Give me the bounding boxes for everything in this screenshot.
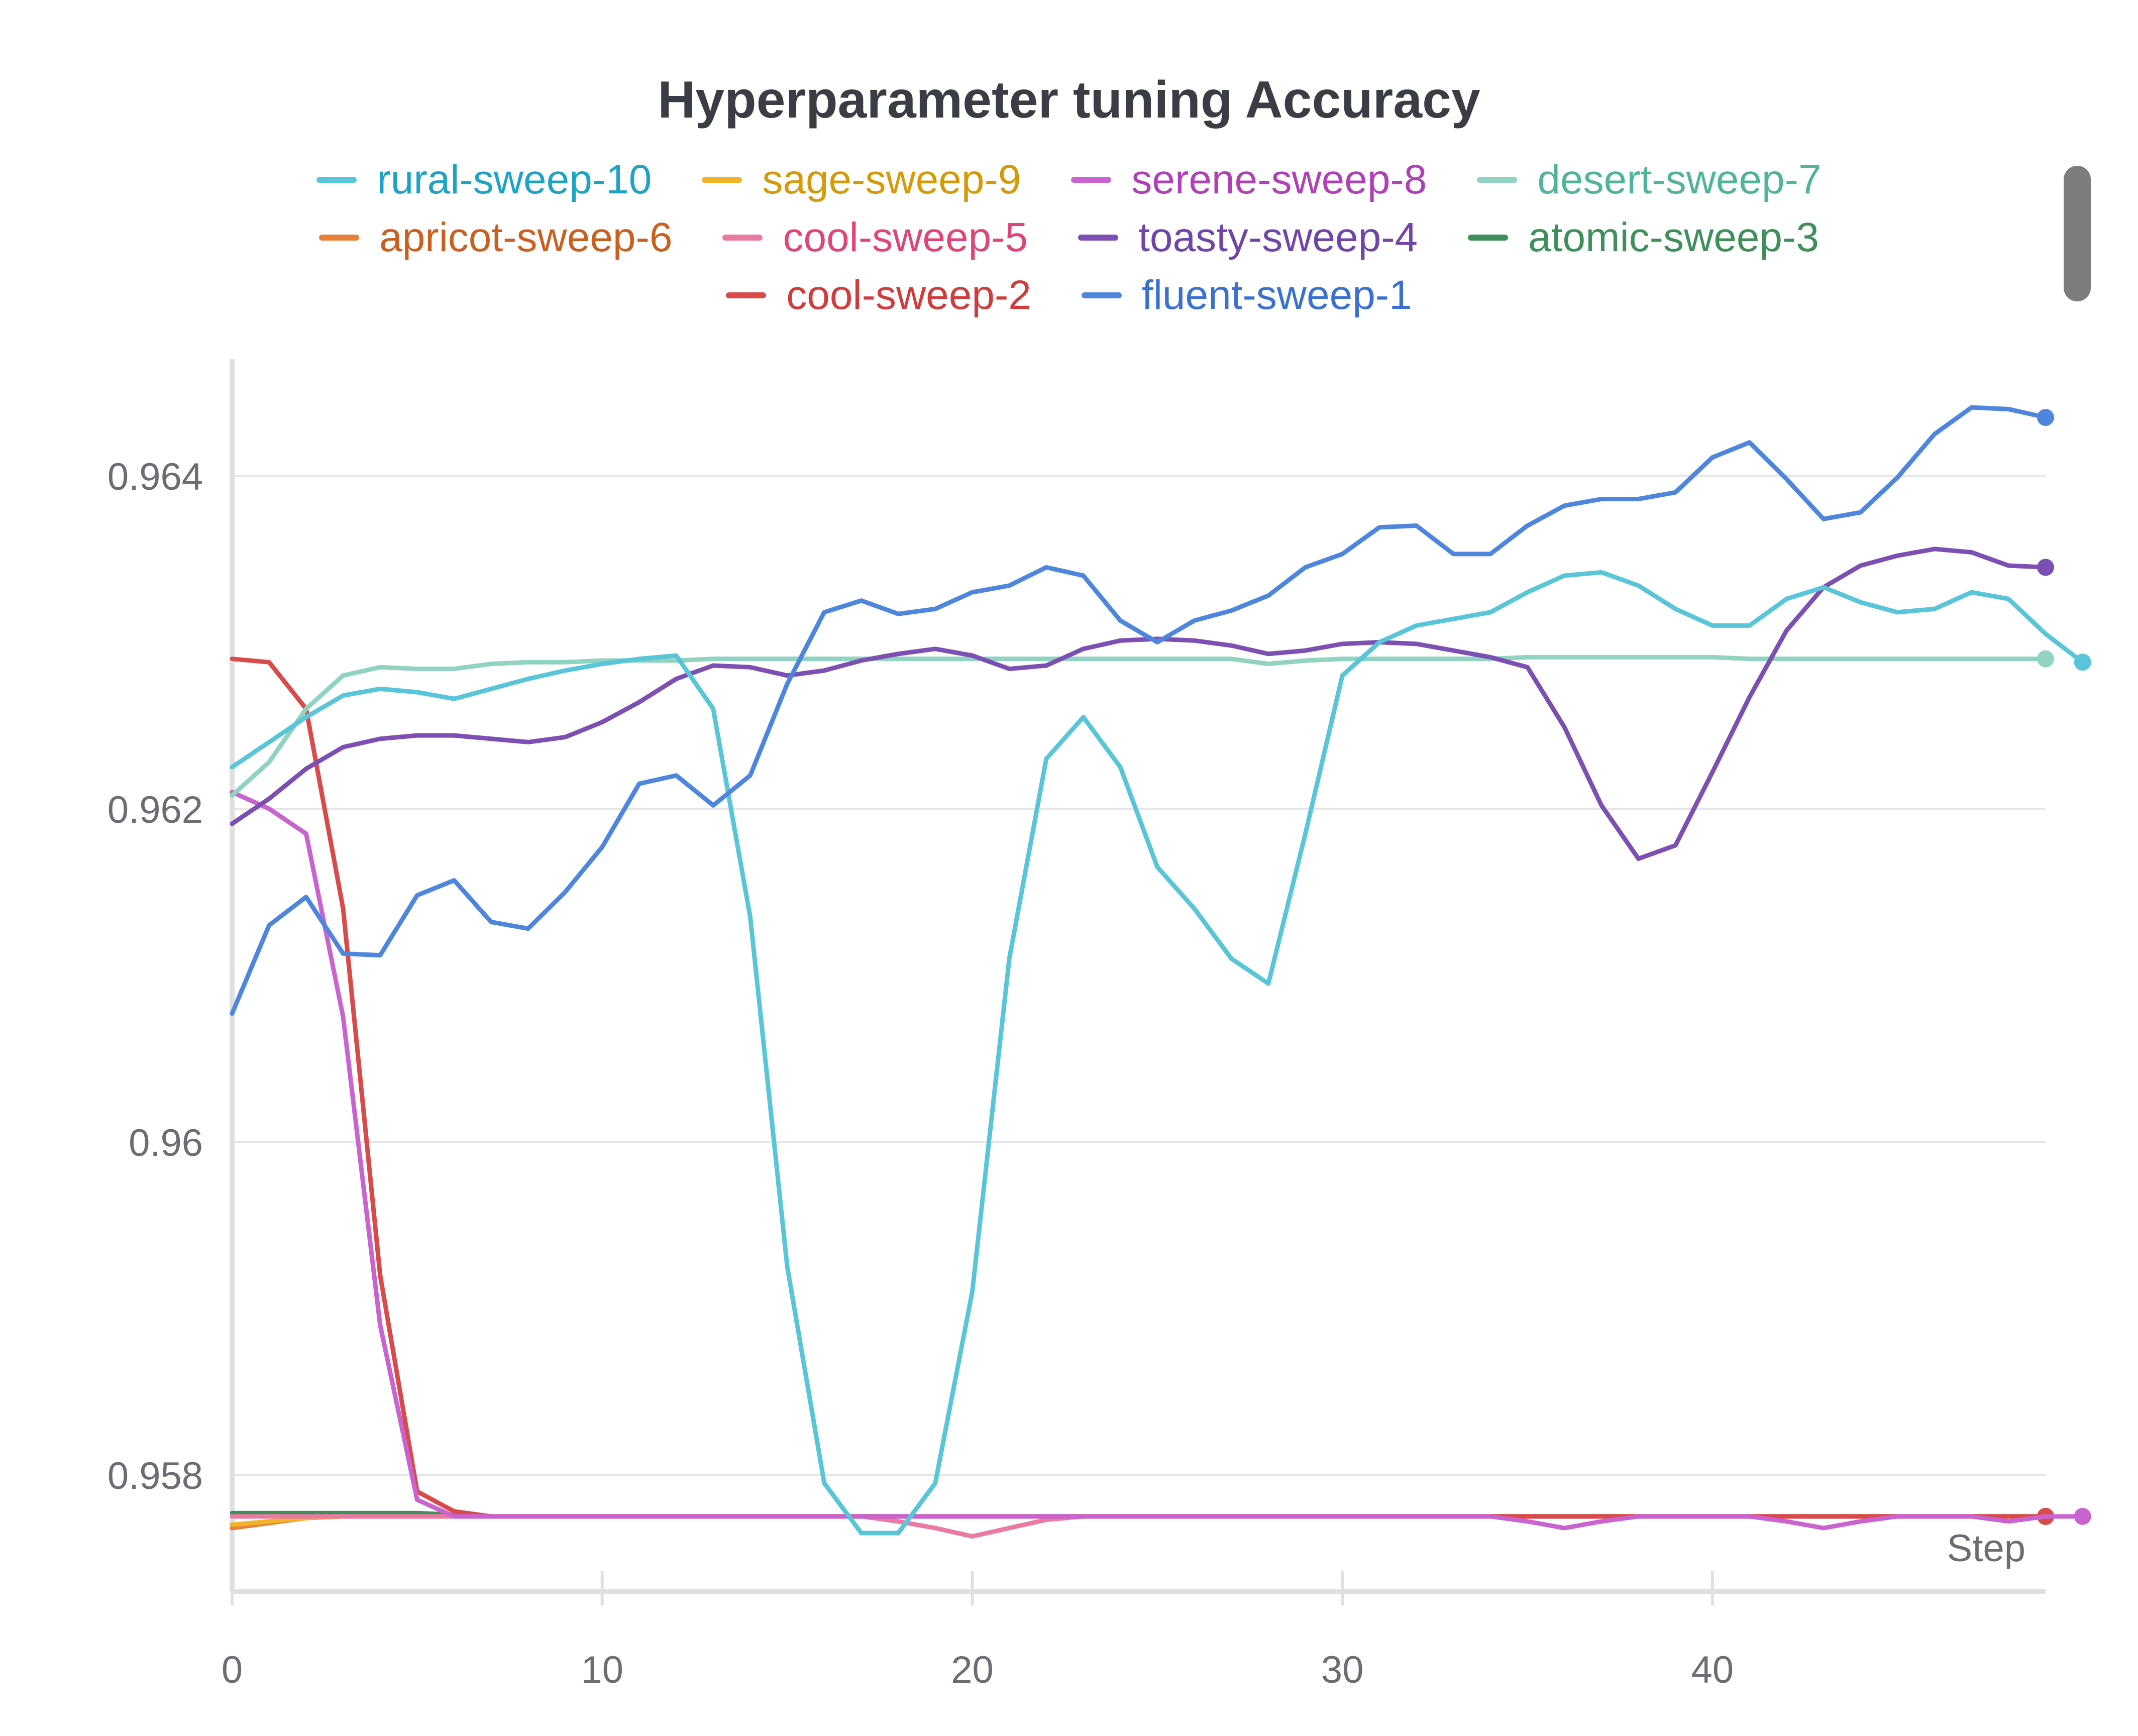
legend-item[interactable]: desert-sweep-7 (1477, 156, 1822, 203)
series-line-rural-sweep-10 (230, 570, 2085, 1536)
legend-row: cool-sweep-2 fluent-sweep-1 (0, 266, 2138, 324)
legend-swatch (1078, 234, 1119, 241)
legend-item[interactable]: toasty-sweep-4 (1078, 214, 1418, 261)
series-raw-desert-sweep-7 (231, 655, 2046, 797)
legend-label: apricot-sweep-6 (379, 214, 673, 260)
legend-label: toasty-sweep-4 (1138, 214, 1418, 260)
series-endpoint-toasty-sweep-4 (2037, 559, 2054, 576)
legend-row: rural-sweep-10 sage-sweep-9 serene-sweep-8… (0, 151, 2138, 208)
legend-item[interactable]: rural-sweep-10 (316, 156, 652, 203)
legend-swatch (1081, 292, 1122, 298)
x-axis-label: Step (1947, 1527, 2025, 1570)
y-tick-label: 0.958 (108, 1455, 203, 1497)
series-raw-rural-sweep-10 (231, 570, 2084, 1535)
legend-item[interactable]: fluent-sweep-1 (1081, 272, 1412, 319)
legend-item[interactable]: atomic-sweep-3 (1468, 214, 1819, 261)
legend: rural-sweep-10 sage-sweep-9 serene-sweep-8… (0, 151, 2138, 324)
series-line-toasty-sweep-4 (230, 547, 2048, 861)
legend-row: apricot-sweep-6 cool-sweep-5 toasty-sweep-… (0, 208, 2138, 266)
series-line-fluent-sweep-1 (230, 405, 2048, 1016)
legend-item[interactable]: apricot-sweep-6 (319, 214, 672, 261)
legend-label: cool-sweep-5 (783, 214, 1028, 260)
series-endpoint-serene-sweep-8 (2074, 1507, 2091, 1525)
legend-swatch (722, 234, 763, 241)
legend-label: fluent-sweep-1 (1141, 272, 1412, 318)
legend-swatch (1468, 234, 1509, 241)
legend-label: atomic-sweep-3 (1528, 214, 1819, 260)
legend-label: desert-sweep-7 (1537, 156, 1822, 202)
x-tick-label: 0 (222, 1649, 243, 1691)
y-tick-label: 0.964 (108, 456, 203, 498)
y-tick-label: 0.962 (108, 789, 203, 831)
legend-label: serene-sweep-8 (1131, 156, 1427, 202)
legend-swatch (319, 234, 360, 241)
series-raw-cool-sweep-2 (232, 657, 2046, 1518)
series-line-cool-sweep-2 (230, 657, 2048, 1519)
legend-label: rural-sweep-10 (377, 156, 652, 202)
legend-item[interactable]: cool-sweep-5 (722, 214, 1028, 261)
legend-label: sage-sweep-9 (762, 156, 1021, 202)
legend-label: cool-sweep-2 (786, 272, 1031, 318)
x-tick-label: 10 (581, 1649, 623, 1691)
series-endpoint-desert-sweep-7 (2037, 650, 2054, 668)
series-endpoint-fluent-sweep-1 (2037, 409, 2054, 426)
y-tick-label: 0.96 (129, 1122, 203, 1164)
chart-title: Hyperparameter tuning Accuracy (658, 71, 1480, 129)
series-line-desert-sweep-7 (230, 655, 2048, 798)
x-tick-label: 30 (1321, 1649, 1364, 1691)
legend-swatch (726, 292, 767, 298)
legend-swatch (1071, 176, 1112, 183)
x-tick-label: 40 (1691, 1649, 1734, 1691)
legend-scrollbar[interactable] (2064, 166, 2091, 301)
legend-swatch (316, 176, 357, 183)
legend-item[interactable]: sage-sweep-9 (702, 156, 1021, 203)
series-endpoint-rural-sweep-10 (2074, 654, 2091, 671)
legend-swatch (702, 176, 742, 183)
legend-item[interactable]: serene-sweep-8 (1071, 156, 1427, 203)
legend-swatch (1477, 176, 1518, 183)
legend-item[interactable]: cool-sweep-2 (726, 272, 1031, 319)
series-line-serene-sweep-8 (230, 790, 2085, 1531)
series-raw-serene-sweep-8 (231, 790, 2083, 1530)
x-tick-label: 20 (951, 1649, 994, 1691)
